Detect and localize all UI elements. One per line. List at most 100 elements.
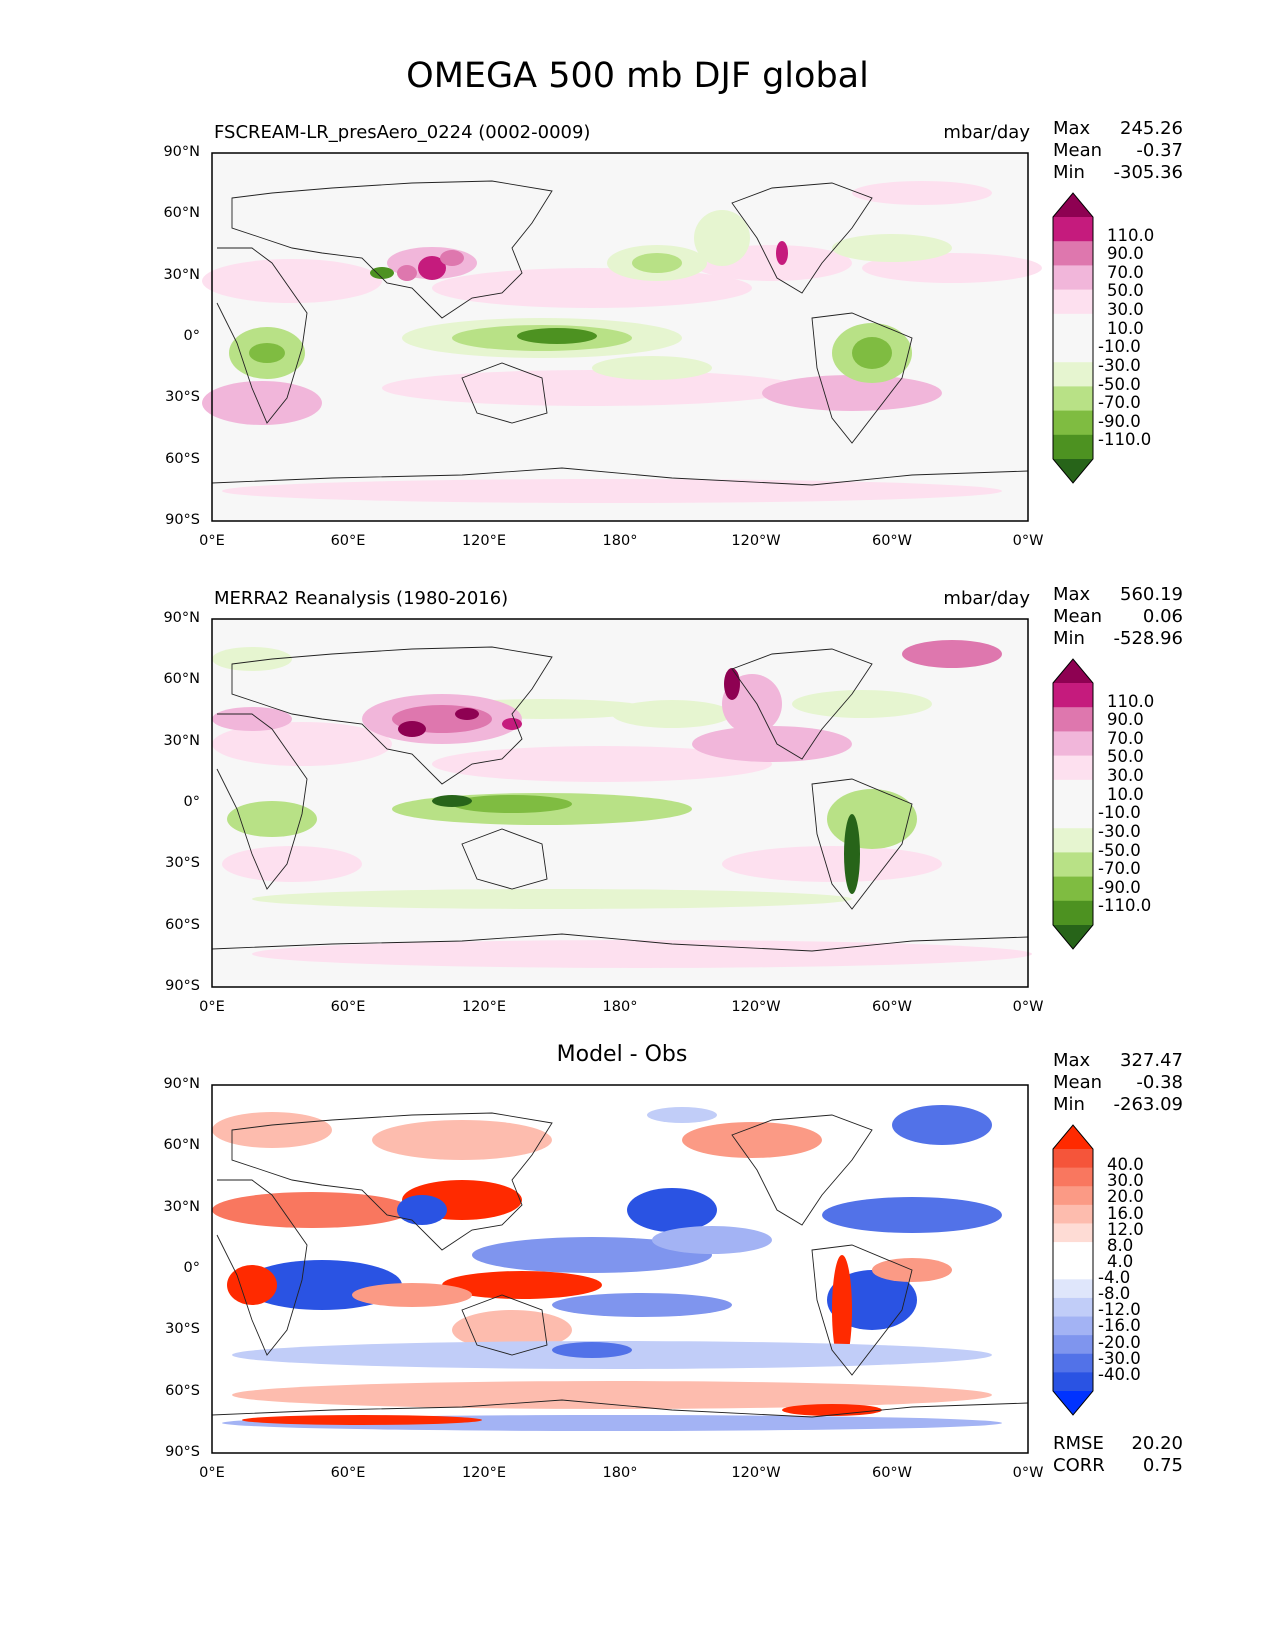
lat-tick-label: 30°N [163, 1198, 200, 1215]
lat-tick-label: 30°S [165, 855, 200, 872]
colorbar-tick-label: -110.0 [1098, 430, 1152, 450]
lat-tick-label: 60°N [163, 1137, 200, 1154]
colorbar-segment [1053, 1335, 1093, 1355]
lon-tick-label: 60°W [871, 999, 913, 1015]
colorbar-tick-label: -110.0 [1098, 896, 1152, 916]
stat-mean: Mean 0.06 [1053, 606, 1183, 627]
colorbar-segment [1053, 1260, 1093, 1280]
lon-tick-label: 180° [602, 1465, 638, 1481]
lon-tick-label: 180° [602, 999, 638, 1015]
colorbar-tick-label: -30.0 [1098, 355, 1141, 375]
colorbar-extend-max [1053, 1125, 1093, 1149]
colorbar-segment [1053, 265, 1093, 291]
colorbar-tick-label: -50.0 [1098, 840, 1141, 860]
coastlines [211, 1112, 1029, 1418]
colorbar-segment [1053, 338, 1093, 363]
lat-tick-label: 30°N [163, 732, 200, 749]
units-label: mbar/day [943, 588, 1030, 609]
colorbar-tick-label: 110.0 [1107, 691, 1155, 711]
lon-tick-label: 120°E [461, 533, 507, 549]
panel-title-center: Model - Obs [556, 1042, 688, 1067]
colorbar-tick-label: 30.0 [1107, 300, 1144, 320]
colorbar-tick-label: -40.0 [1098, 1364, 1141, 1384]
lat-tick-label: 60°S [165, 450, 200, 467]
field-shading [212, 1105, 1002, 1431]
lon-tick-label: 60°W [871, 533, 913, 549]
units-label: mbar/day [943, 122, 1030, 143]
colorbar-extend-min [1053, 459, 1093, 483]
map-model [202, 152, 1042, 522]
colorbar-segment [1053, 241, 1093, 266]
stat-rmse: RMSE 20.20 [1053, 1433, 1183, 1454]
colorbar-segment [1053, 731, 1093, 757]
colorbar-tick-label: 50.0 [1107, 747, 1144, 767]
map-obs [211, 618, 1032, 988]
colorbar-extend-max [1053, 193, 1093, 217]
colorbar-tick-label: 50.0 [1107, 281, 1144, 301]
colorbar-segment [1053, 217, 1093, 242]
colorbar-extend-min [1053, 925, 1093, 949]
field-shading [202, 181, 1042, 503]
colorbar-tick-label: -10.0 [1098, 803, 1141, 823]
lon-tick-label: 120°W [731, 1465, 781, 1481]
colorbar-tick-label: -8.0 [1098, 1284, 1131, 1304]
colorbar-tick-label: 16.0 [1107, 1203, 1144, 1223]
lat-tick-label: 90°N [163, 1076, 200, 1092]
colorbar-tick-label: -70.0 [1098, 393, 1141, 413]
lat-tick-label: 30°S [165, 389, 200, 406]
lat-tick-label: 60°S [165, 1382, 200, 1399]
lat-tick-label: 30°S [165, 1321, 200, 1338]
colorbar-tick-label: -50.0 [1098, 374, 1141, 394]
colorbar-tick-label: -10.0 [1098, 337, 1141, 357]
lon-tick-label: 120°W [731, 999, 781, 1015]
panel-model: FSCREAM-LR_presAero_0224 (0002-0009) mba… [0, 118, 1275, 568]
lon-tick-label: 60°E [330, 1465, 366, 1481]
panel-diff: Model - Obs [0, 1042, 1275, 1500]
lat-tick-label: 90°N [163, 610, 200, 626]
panel-title-left: FSCREAM-LR_presAero_0224 (0002-0009) [214, 122, 591, 143]
map-diff [211, 1084, 1029, 1454]
colorbar-segment [1053, 1186, 1093, 1206]
colorbar-segment [1053, 828, 1093, 853]
panel-obs: MERRA2 Reanalysis (1980-2016) mbar/day [0, 584, 1275, 1034]
lat-tick-label: 60°N [163, 671, 200, 688]
colorbar-tick-label: 70.0 [1107, 262, 1144, 282]
colorbar-tick-label: 90.0 [1107, 244, 1144, 264]
stat-min: Min -263.09 [1053, 1094, 1183, 1115]
colorbar-tick-label: 110.0 [1107, 225, 1155, 245]
coastlines [211, 646, 1029, 952]
colorbar-segment [1053, 755, 1093, 781]
colorbar-segment [1053, 1297, 1093, 1318]
colorbar-tick-label: 12.0 [1107, 1219, 1144, 1239]
colorbar-segment [1053, 876, 1093, 902]
colorbar-segment [1053, 1316, 1093, 1336]
colorbar [1052, 192, 1094, 484]
lat-tick-label: 30°N [163, 266, 200, 283]
lon-tick-label: 60°E [330, 533, 366, 549]
colorbar [1052, 1124, 1094, 1416]
field-shading [212, 640, 1032, 968]
colorbar-segment [1053, 386, 1093, 412]
colorbar-segment [1053, 683, 1093, 708]
lat-tick-label: 0° [183, 1260, 200, 1276]
colorbar-tick-label: 4.0 [1107, 1251, 1134, 1271]
colorbar-segment [1053, 900, 1093, 926]
lon-tick-label: 0°E [199, 533, 225, 549]
stat-mean: Mean -0.38 [1053, 1072, 1183, 1093]
colorbar-tick-label: 10.0 [1107, 784, 1144, 804]
colorbar-segment [1053, 313, 1093, 339]
lon-tick-label: 0°E [199, 999, 225, 1015]
colorbar-segment [1053, 289, 1093, 315]
coastlines [211, 180, 1029, 486]
colorbar-tick-label: -16.0 [1098, 1316, 1141, 1336]
colorbar-tick-label: -90.0 [1098, 411, 1141, 431]
colorbar-segment [1053, 707, 1093, 732]
lon-tick-label: 120°E [461, 1465, 507, 1481]
lat-tick-label: 90°S [165, 978, 200, 994]
colorbar-segment [1053, 410, 1093, 436]
lon-tick-label: 120°W [731, 533, 781, 549]
lon-tick-label: 60°W [871, 1465, 913, 1481]
colorbar-tick-label: 8.0 [1107, 1235, 1134, 1255]
lon-tick-label: 120°E [461, 999, 507, 1015]
colorbar-segment [1053, 852, 1093, 878]
